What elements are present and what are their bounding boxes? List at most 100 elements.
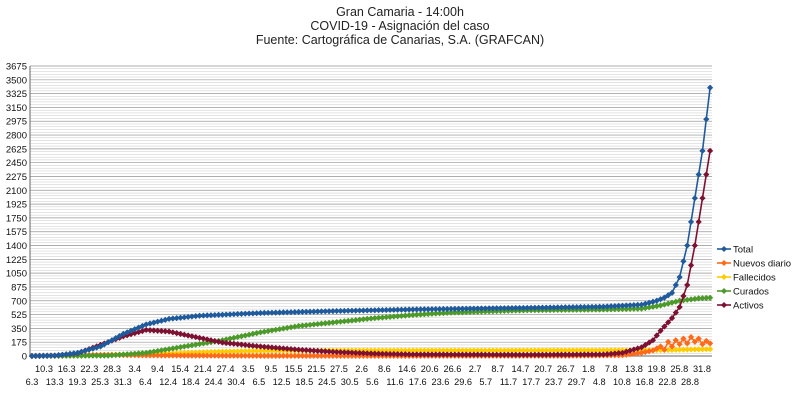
data-point (619, 302, 626, 309)
data-point (642, 304, 649, 312)
data-point (257, 347, 264, 354)
data-point (177, 344, 184, 351)
data-point (493, 305, 500, 312)
data-point (447, 305, 455, 313)
data-point (607, 347, 615, 354)
data-point (375, 350, 382, 357)
data-point (440, 351, 447, 358)
x-tick-label: 2.7 (469, 364, 482, 374)
x-tick-label: 24.4 (205, 377, 223, 387)
data-point (162, 328, 169, 335)
legend-item: Nuevos diario (717, 259, 791, 270)
data-point (333, 348, 340, 356)
data-point (413, 351, 420, 358)
data-point (459, 351, 466, 358)
data-point (695, 218, 702, 225)
data-point (684, 242, 691, 249)
data-point (280, 325, 287, 332)
data-point (539, 351, 546, 358)
data-point (524, 351, 531, 358)
x-tick-label: 21.5 (307, 364, 325, 374)
data-point (306, 347, 314, 354)
data-point (280, 345, 287, 352)
data-point (303, 347, 310, 354)
data-point (630, 305, 637, 312)
data-point (200, 349, 207, 356)
data-point (444, 347, 451, 354)
data-point (661, 301, 668, 308)
data-point (325, 352, 333, 359)
data-point (451, 351, 458, 358)
data-point (508, 347, 516, 354)
data-point (619, 349, 626, 356)
data-point (432, 306, 439, 313)
x-tick-label: 31.3 (114, 377, 132, 387)
data-point (249, 310, 256, 317)
data-point (375, 347, 382, 354)
data-point (646, 304, 653, 311)
data-point (341, 307, 348, 314)
data-point (272, 309, 279, 316)
data-point (550, 351, 557, 358)
data-point (516, 347, 523, 354)
data-point (451, 309, 458, 316)
data-point (546, 347, 554, 354)
data-point (154, 352, 161, 359)
data-point (219, 311, 226, 318)
data-point (703, 171, 710, 178)
data-point (497, 347, 504, 354)
data-point (51, 352, 58, 359)
data-point (63, 351, 70, 358)
data-point (245, 342, 253, 349)
data-point (684, 346, 691, 353)
data-point (668, 343, 676, 350)
data-point (638, 305, 645, 312)
data-point (238, 341, 245, 348)
data-point (215, 311, 222, 318)
data-point (505, 305, 512, 312)
data-point (402, 351, 409, 358)
data-point (455, 347, 462, 354)
data-point (185, 332, 192, 339)
data-point (569, 347, 577, 354)
data-point (177, 330, 184, 338)
data-point (162, 316, 169, 323)
data-point (390, 350, 397, 358)
data-point (337, 318, 344, 325)
data-point (207, 337, 215, 344)
data-point (394, 306, 401, 313)
data-point (638, 301, 645, 308)
data-point (360, 350, 367, 357)
x-tick-label: 23.6 (431, 377, 449, 387)
data-point (402, 312, 409, 319)
data-point (249, 347, 256, 355)
data-point (89, 345, 96, 352)
data-point (211, 352, 218, 359)
data-point (101, 341, 108, 348)
data-point (112, 335, 119, 342)
data-point (345, 317, 352, 324)
x-tick-label: 1.8 (582, 364, 595, 374)
data-point (272, 326, 279, 333)
data-point (306, 308, 314, 315)
data-point (173, 352, 180, 359)
data-point (695, 346, 702, 353)
data-point (245, 331, 253, 338)
data-point (505, 347, 512, 354)
data-point (649, 337, 657, 344)
data-point (543, 347, 550, 354)
data-point (394, 351, 401, 358)
data-point (592, 351, 599, 358)
data-point (680, 258, 687, 265)
x-tick-label: 30.4 (227, 377, 245, 387)
data-point (173, 315, 180, 322)
data-point (154, 327, 161, 334)
data-point (600, 303, 607, 310)
data-point (478, 305, 485, 312)
data-point (451, 347, 458, 354)
data-point (291, 352, 298, 359)
data-point (569, 351, 577, 358)
y-tick-label: 525 (11, 310, 27, 321)
data-point (489, 347, 497, 354)
data-point (234, 310, 241, 318)
